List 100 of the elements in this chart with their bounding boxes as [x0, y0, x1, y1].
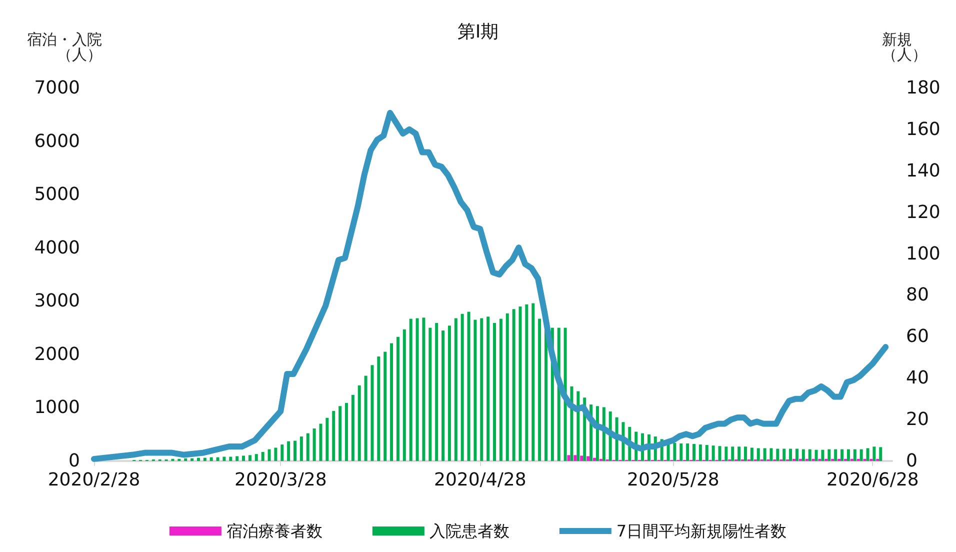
- y-axis-title: 宿泊・入院（人）: [27, 30, 102, 64]
- bar: [673, 442, 676, 461]
- bar: [750, 448, 754, 461]
- bar: [821, 450, 824, 461]
- y2-tick-label: 100: [906, 243, 940, 264]
- y-tick-label: 2000: [34, 344, 80, 365]
- y-tick-label: 5000: [34, 184, 80, 206]
- bar: [222, 456, 226, 461]
- bar: [319, 424, 322, 461]
- bar: [442, 330, 445, 461]
- bar: [326, 418, 329, 461]
- bar: [776, 448, 780, 461]
- y2-tick-label: 140: [906, 160, 940, 182]
- y-tick-label: 0: [68, 450, 80, 472]
- bar: [692, 444, 696, 461]
- bar: [574, 455, 577, 461]
- y2-tick-label: 120: [906, 202, 940, 223]
- bar: [384, 352, 387, 461]
- bar: [287, 441, 290, 461]
- bar: [422, 318, 426, 461]
- bar: [712, 446, 715, 461]
- bar: [390, 343, 394, 461]
- bar: [312, 428, 316, 461]
- y-tick-label: 1000: [34, 397, 80, 418]
- x-tick-label: 2020/2/28: [48, 470, 140, 490]
- x-tick-label: 2020/3/28: [234, 470, 327, 490]
- bar: [261, 452, 264, 461]
- bar: [770, 448, 773, 461]
- bar: [866, 448, 870, 461]
- y2-tick-label: 0: [906, 450, 918, 472]
- y2-tick-label: 60: [906, 326, 929, 348]
- bar: [332, 410, 336, 461]
- bar: [538, 318, 542, 461]
- bar: [364, 376, 368, 461]
- bar: [460, 314, 464, 461]
- bar: [564, 328, 567, 461]
- bar: [724, 446, 728, 461]
- bar: [236, 456, 239, 461]
- y2-tick-label: 160: [906, 118, 940, 140]
- bar: [196, 458, 200, 461]
- bar: [480, 318, 484, 461]
- y2-tick-label: 180: [906, 78, 940, 98]
- x-tick-label: 2020/6/28: [826, 470, 919, 490]
- y-tick-label: 6000: [34, 130, 80, 152]
- bar: [879, 447, 882, 461]
- bar: [860, 449, 863, 461]
- bar: [358, 385, 361, 461]
- bar: [396, 336, 400, 461]
- bar: [731, 446, 734, 461]
- y-tick-label: 3000: [34, 290, 80, 312]
- bar: [229, 456, 232, 461]
- bar: [512, 309, 516, 461]
- bar: [274, 448, 278, 461]
- bar: [338, 406, 342, 461]
- bar: [718, 446, 722, 461]
- bar: [428, 328, 432, 461]
- bar: [203, 458, 206, 461]
- bar: [268, 449, 271, 461]
- bar: [680, 443, 683, 461]
- y2-axis-title: 新規（人）: [882, 30, 927, 64]
- bar: [592, 458, 596, 461]
- bar: [532, 303, 535, 461]
- legend-label: 入院患者数: [429, 522, 510, 540]
- bar: [402, 329, 406, 461]
- bar: [184, 458, 188, 461]
- legend-label: 7日間平均新規陽性者数: [616, 522, 787, 540]
- legend-label: 宿泊療養者数: [226, 522, 322, 540]
- bar: [686, 443, 690, 461]
- bar: [840, 449, 844, 461]
- bar: [872, 446, 876, 461]
- bar: [300, 436, 303, 461]
- bar: [377, 356, 380, 461]
- bar: [834, 449, 838, 461]
- bar: [499, 318, 502, 461]
- bar: [506, 313, 509, 461]
- bar: [698, 444, 702, 461]
- bar: [580, 456, 584, 461]
- y2-tick-label: 80: [906, 284, 929, 306]
- bar: [190, 458, 194, 461]
- bar: [467, 312, 470, 461]
- bar: [567, 455, 570, 461]
- bar: [493, 322, 496, 461]
- y-tick-label: 4000: [34, 237, 80, 258]
- bar: [518, 306, 522, 461]
- bar: [294, 440, 296, 461]
- bar: [789, 448, 792, 461]
- bar: [853, 449, 856, 461]
- bar: [828, 449, 831, 461]
- x-tick-label: 2020/4/28: [434, 470, 526, 490]
- bar: [242, 456, 246, 461]
- bar: [795, 448, 798, 461]
- bar: [344, 402, 348, 461]
- bar: [216, 457, 220, 461]
- bar: [802, 449, 805, 461]
- bar: [576, 391, 580, 461]
- bar: [586, 456, 590, 461]
- y2-tick-label: 20: [906, 409, 929, 430]
- bar: [210, 457, 213, 461]
- bar: [782, 448, 786, 461]
- bar: [744, 446, 747, 461]
